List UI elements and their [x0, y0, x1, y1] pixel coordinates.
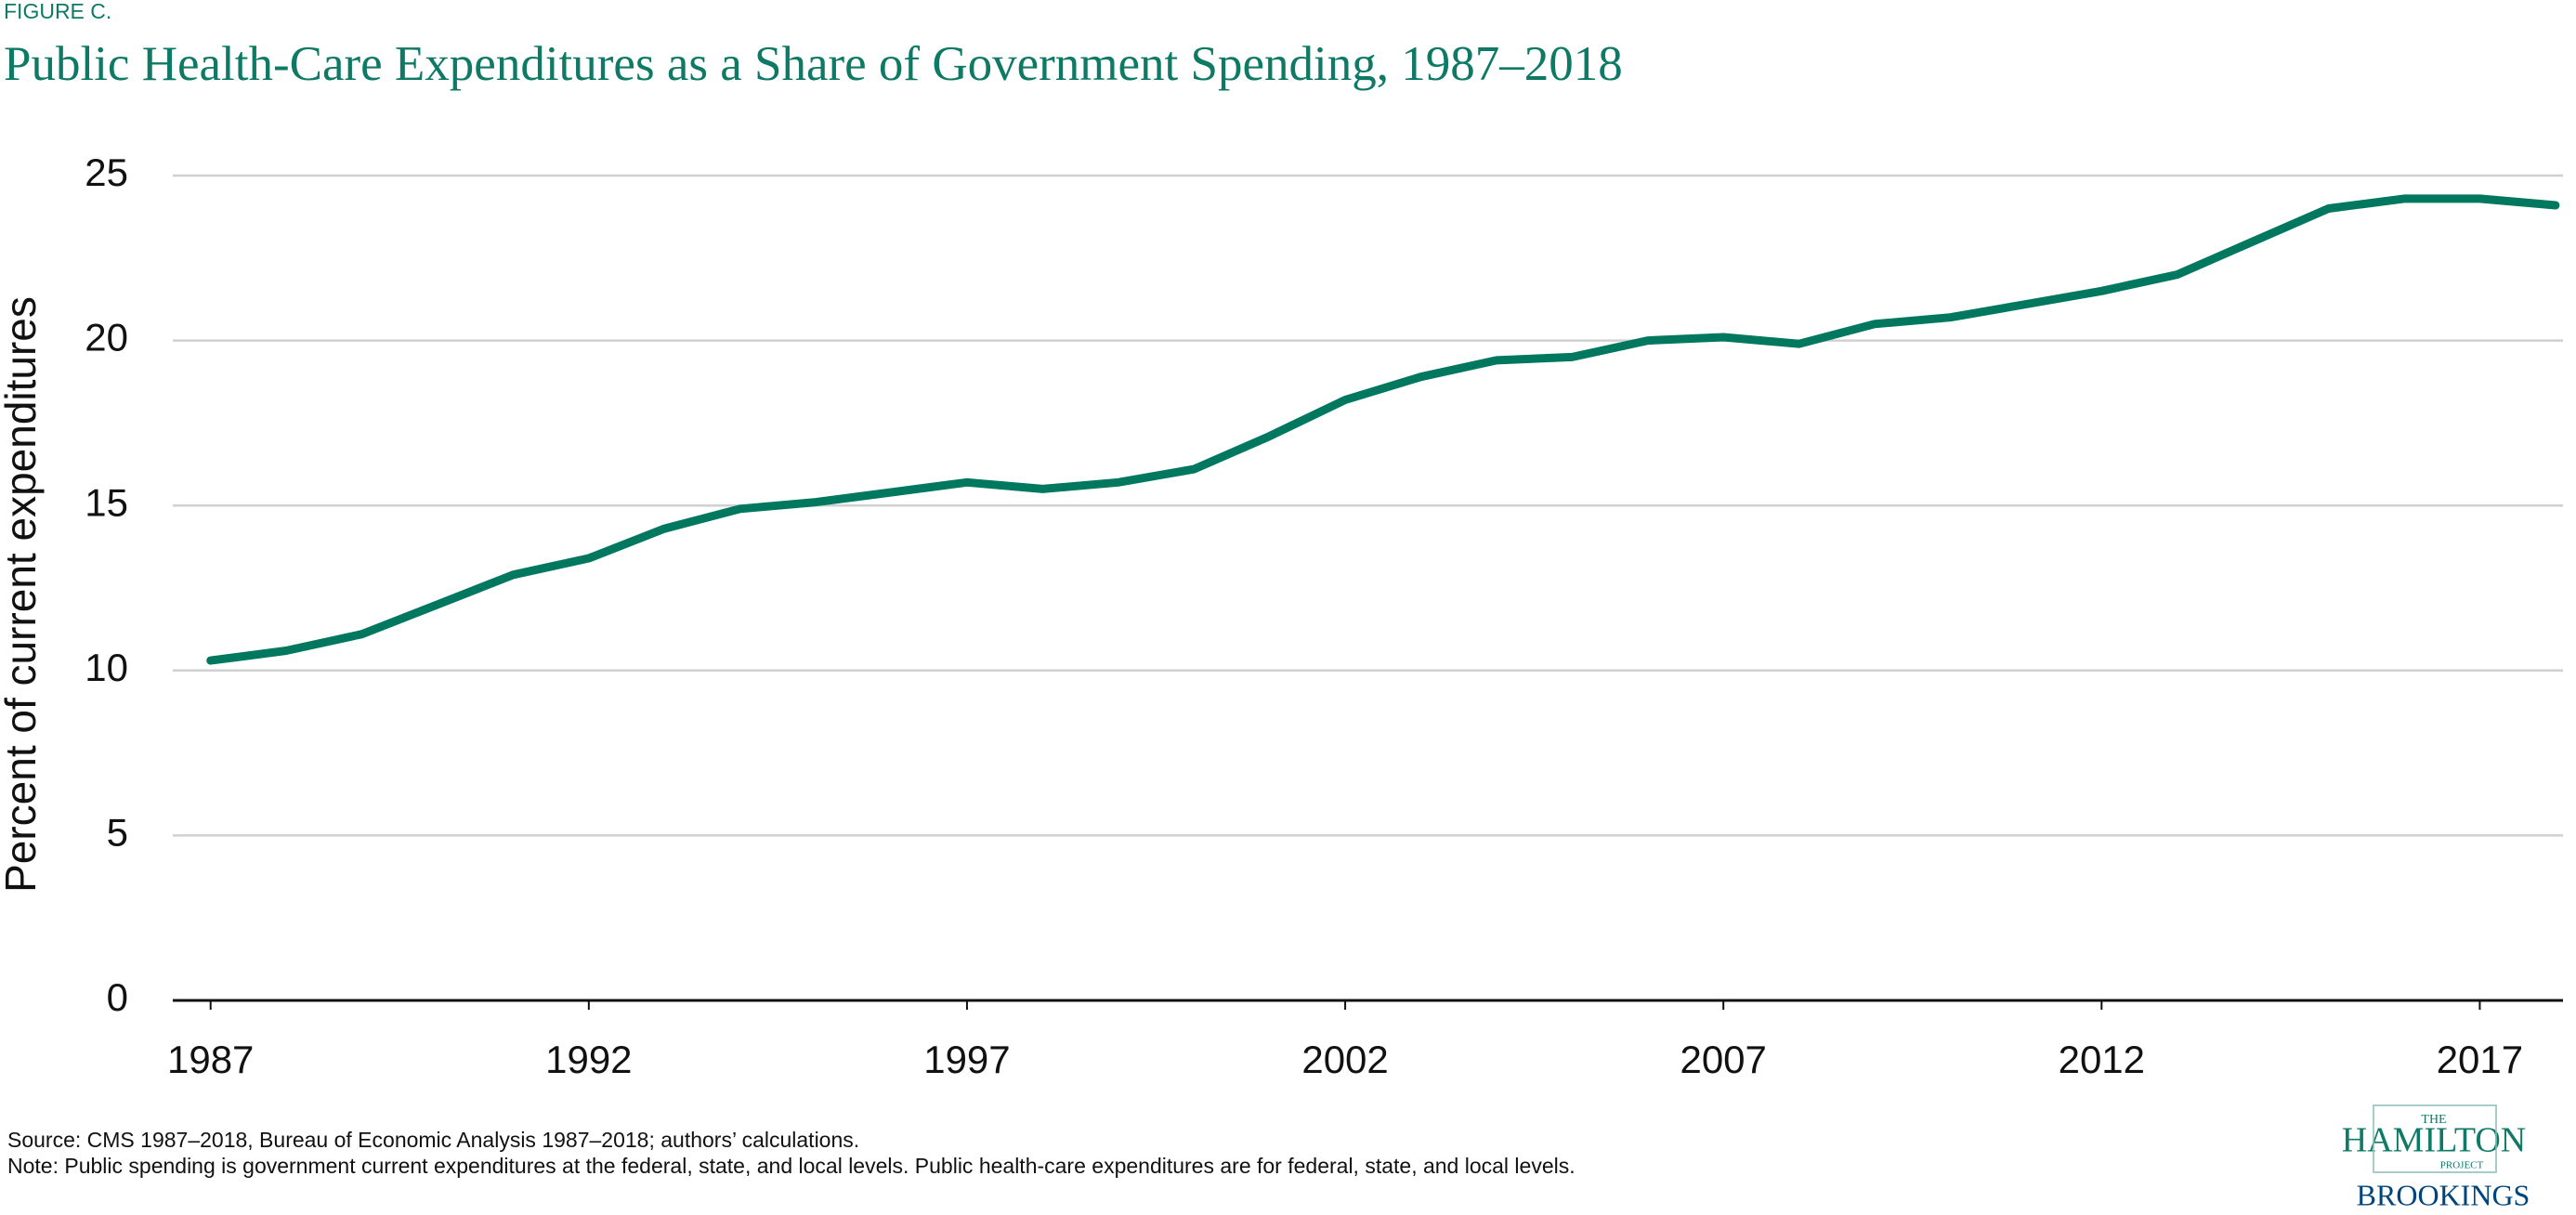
- source: Source: CMS 1987–2018, Bureau of Economi…: [7, 1128, 859, 1152]
- y-tick-label: 15: [85, 480, 128, 524]
- x-tick-label: 2017: [2437, 1038, 2523, 1081]
- logo-frame: [2373, 1104, 2497, 1173]
- logo-the: THE: [2421, 1113, 2446, 1127]
- logo-brookings: BROOKINGS: [2357, 1178, 2530, 1211]
- y-tick-label: 10: [85, 646, 128, 689]
- logo-hamilton: HAMILTON: [2342, 1121, 2526, 1160]
- y-tick-label: 20: [85, 316, 128, 359]
- y-tick-label: 0: [107, 975, 128, 1019]
- x-tick-label: 1987: [167, 1038, 254, 1081]
- note: Note: Public spending is government curr…: [7, 1154, 1576, 1178]
- x-tick-label: 2002: [1301, 1038, 1388, 1081]
- x-tick-label: 2012: [2059, 1038, 2145, 1081]
- chart-title: Public Health-Care Expenditures as a Sha…: [4, 37, 1623, 91]
- y-tick-label: 5: [107, 810, 128, 854]
- x-tick-label: 1992: [545, 1038, 632, 1081]
- data-line: [206, 194, 2560, 665]
- x-tick-label: 1997: [923, 1038, 1010, 1081]
- x-tick-label: 2007: [1680, 1038, 1766, 1081]
- logo-project: PROJECT: [2440, 1160, 2484, 1171]
- figure-label: FIGURE C.: [4, 0, 111, 23]
- y-axis-label: Percent of current expenditures: [0, 296, 45, 893]
- y-tick-label: 25: [85, 150, 128, 194]
